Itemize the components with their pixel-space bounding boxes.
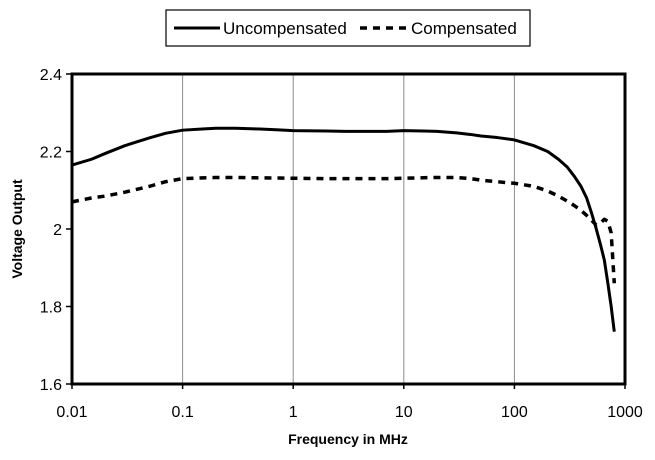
x-axis-ticks: 0.01 0.1 1 10 100 1000 [56, 384, 643, 421]
series-layer [71, 126, 617, 332]
x-tick-label: 1 [289, 404, 298, 421]
y-tick-label: 2.2 [40, 145, 62, 162]
series-line-uncompensated [71, 126, 616, 332]
series-line-compensated [71, 175, 617, 284]
legend-label-uncompensated: Uncompensated [223, 19, 347, 38]
x-tick-label: 0.1 [171, 404, 193, 421]
y-tick-label: 2 [53, 222, 62, 239]
x-axis-title: Frequency in MHz [288, 431, 408, 447]
y-tick-label: 2.4 [40, 67, 62, 84]
y-axis-title: Voltage Output [9, 179, 25, 279]
x-tick-label: 10 [395, 404, 413, 421]
y-tick-label: 1.8 [40, 300, 62, 317]
x-tick-label: 1000 [607, 404, 643, 421]
x-tick-label: 0.01 [56, 404, 87, 421]
y-axis-ticks: 1.6 1.8 2 2.2 2.4 [40, 67, 72, 394]
y-tick-label: 1.6 [40, 377, 62, 394]
legend-box [165, 9, 531, 47]
plot-area [72, 74, 625, 384]
legend: Uncompensated Compensated [165, 9, 531, 47]
gridlines [182, 74, 515, 384]
legend-label-compensated: Compensated [411, 19, 517, 38]
x-tick-label: 100 [501, 404, 528, 421]
